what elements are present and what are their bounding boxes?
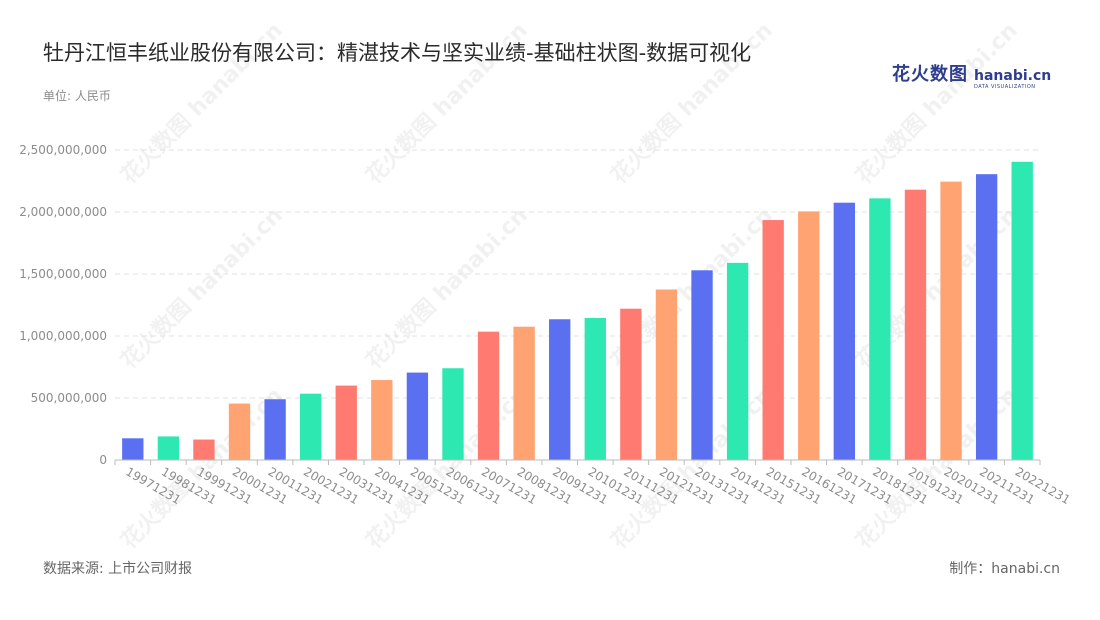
bar-20031231 [335,385,357,460]
bar-20091231 [549,319,571,460]
logo-cn-text: 花火数图 [892,64,968,85]
y-tick-label: 1,500,000,000 [19,267,107,281]
y-tick-label: 1,000,000,000 [19,329,107,343]
bar-20151231 [762,220,784,460]
bar-20161231 [798,211,820,460]
y-tick-label: 500,000,000 [31,391,107,405]
bar-20191231 [904,189,927,460]
bar-20101231 [584,318,606,460]
grid-lines [115,149,1040,399]
brand-logo: 花火数图 hanabi.cn DATA VISUALIZATION [892,60,1051,90]
logo-sub-text: DATA VISUALIZATION [974,84,1036,90]
bar-20061231 [442,368,464,460]
credit-note: 制作：hanabi.cn [949,561,1060,577]
bar-20051231 [406,372,429,460]
bar-20211231 [975,174,998,460]
data-source-note: 数据来源: 上市公司财报 [43,561,193,577]
bar-20071231 [477,331,500,460]
bars-group [122,161,1033,461]
watermark-text: 花火数图 hanabi.cn [361,17,533,189]
bar-20181231 [869,198,891,461]
watermark-text: 花火数图 hanabi.cn [851,17,1023,189]
bar-19981231 [157,436,180,460]
watermark-text: 花火数图 hanabi.cn [361,202,533,374]
y-tick-label: 0 [99,453,107,467]
unit-label: 单位: 人民币 [43,89,111,103]
watermark-text: 花火数图 hanabi.cn [116,202,288,374]
bar-20001231 [228,403,251,460]
bar-19971231 [122,438,144,460]
bar-20171231 [833,202,855,460]
bar-20021231 [300,393,322,460]
bar-20011231 [264,399,286,460]
bar-19991231 [193,439,215,460]
logo-en-text: hanabi.cn [974,68,1052,84]
bar-20141231 [726,262,749,460]
y-tick-label: 2,000,000,000 [19,205,107,219]
y-axis: 0 500,000,000 1,000,000,000 1,500,000,000 2,… [19,143,107,467]
watermark-text: 花火数图 hanabi.cn [116,17,288,189]
bar-20121231 [655,289,678,460]
bar-20221231 [1011,161,1033,460]
bar-20081231 [513,326,535,460]
chart-title: 牡丹江恒丰纸业股份有限公司：精湛技术与坚实业绩-基础柱状图-数据可视化 [43,41,752,65]
bar-20111231 [620,308,642,460]
bar-20041231 [371,380,393,460]
y-tick-label: 2,500,000,000 [19,143,107,157]
bar-20131231 [691,270,713,460]
bar-20201231 [940,181,962,460]
watermark-text: 花火数图 hanabi.cn [606,17,778,189]
